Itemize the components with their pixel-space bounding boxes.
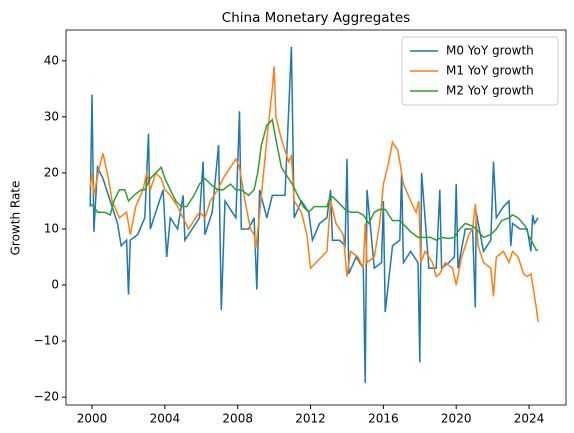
- legend-label: M0 YoY growth: [446, 44, 534, 58]
- y-tick-label: 0: [51, 278, 59, 292]
- legend-label: M2 YoY growth: [446, 84, 534, 98]
- x-tick-label: 2008: [222, 412, 253, 426]
- x-tick-label: 2020: [441, 412, 472, 426]
- legend-label: M1 YoY growth: [446, 64, 534, 78]
- x-tick-label: 2000: [77, 412, 108, 426]
- legend-box: [401, 36, 559, 106]
- series-line: [89, 118, 539, 252]
- y-axis-label: Growth Rate: [9, 181, 23, 256]
- x-tick-label: 2024: [514, 412, 545, 426]
- plot-frame: [65, 29, 567, 406]
- y-tick-label: 20: [44, 165, 59, 179]
- x-tick-label: 2012: [295, 412, 326, 426]
- y-tick-label: 30: [44, 109, 59, 123]
- chart-title: China Monetary Aggregates: [222, 10, 410, 26]
- x-tick-label: 2004: [150, 412, 181, 426]
- series-line: [89, 46, 539, 384]
- series-line: [89, 66, 539, 323]
- y-tick-label: 10: [44, 221, 59, 235]
- y-tick-label: 40: [44, 53, 59, 67]
- x-tick-label: 2016: [368, 412, 399, 426]
- y-tick-label: −20: [34, 390, 59, 404]
- y-tick-label: −10: [34, 334, 59, 348]
